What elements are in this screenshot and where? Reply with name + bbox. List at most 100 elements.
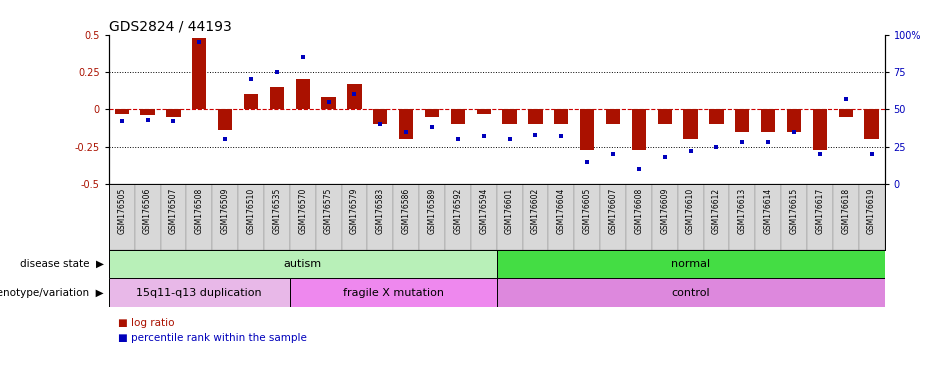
Point	[709, 144, 724, 150]
Bar	[394, 184, 419, 250]
Bar	[497, 278, 885, 307]
Text: GSM176617: GSM176617	[815, 188, 824, 234]
Bar	[657, 109, 672, 124]
Bar	[574, 184, 600, 250]
Point	[786, 129, 801, 135]
Bar	[166, 109, 181, 117]
Point	[864, 151, 879, 157]
Text: autism: autism	[284, 259, 322, 269]
Bar	[813, 109, 827, 150]
Text: 15q11-q13 duplication: 15q11-q13 duplication	[136, 288, 262, 298]
Bar	[425, 109, 439, 117]
Bar	[109, 184, 134, 250]
Bar	[399, 109, 413, 139]
Text: GSM176575: GSM176575	[324, 188, 333, 234]
Text: ■ percentile rank within the sample: ■ percentile rank within the sample	[118, 333, 307, 343]
Bar	[264, 184, 289, 250]
Bar	[729, 184, 755, 250]
Bar	[502, 109, 517, 124]
Bar	[710, 109, 724, 124]
Text: GSM176615: GSM176615	[790, 188, 798, 234]
Bar	[497, 184, 522, 250]
Point	[553, 133, 569, 139]
Text: GSM176570: GSM176570	[298, 188, 307, 234]
Bar	[445, 184, 471, 250]
Text: GSM176579: GSM176579	[350, 188, 359, 234]
Bar	[600, 184, 626, 250]
Point	[140, 117, 155, 123]
Bar	[652, 184, 677, 250]
Point	[425, 124, 440, 131]
Bar	[367, 184, 394, 250]
Text: GSM176614: GSM176614	[763, 188, 773, 234]
Bar	[528, 109, 543, 124]
Point	[114, 118, 130, 124]
Point	[398, 129, 413, 135]
Bar	[218, 109, 233, 131]
Bar	[289, 278, 497, 307]
Bar	[471, 184, 497, 250]
Text: GSM176618: GSM176618	[841, 188, 850, 234]
Text: GSM176535: GSM176535	[272, 188, 281, 234]
Point	[813, 151, 828, 157]
Point	[373, 121, 388, 127]
Bar	[761, 109, 776, 132]
Bar	[295, 79, 310, 109]
Bar	[787, 109, 801, 132]
Point	[657, 154, 673, 161]
Text: GSM176619: GSM176619	[867, 188, 876, 234]
Text: GSM176602: GSM176602	[531, 188, 540, 234]
Bar	[270, 87, 284, 109]
Bar	[497, 250, 885, 278]
Text: disease state  ▶: disease state ▶	[20, 259, 104, 269]
Text: GSM176609: GSM176609	[660, 188, 669, 234]
Point	[270, 69, 285, 75]
Text: GSM176592: GSM176592	[453, 188, 463, 234]
Text: GSM176508: GSM176508	[195, 188, 203, 234]
Text: GSM176607: GSM176607	[608, 188, 618, 234]
Text: fragile X mutation: fragile X mutation	[342, 288, 444, 298]
Bar	[704, 184, 729, 250]
Bar	[140, 109, 155, 116]
Point	[450, 136, 465, 142]
Text: control: control	[672, 288, 710, 298]
Bar	[342, 184, 367, 250]
Bar	[522, 184, 549, 250]
Point	[192, 39, 207, 45]
Point	[502, 136, 517, 142]
Text: normal: normal	[671, 259, 710, 269]
Text: GDS2824 / 44193: GDS2824 / 44193	[109, 20, 232, 33]
Text: GSM176613: GSM176613	[738, 188, 746, 234]
Point	[321, 99, 336, 105]
Point	[735, 139, 750, 146]
Bar	[114, 109, 129, 114]
Bar	[626, 184, 652, 250]
Bar	[244, 94, 258, 109]
Bar	[832, 184, 859, 250]
Point	[347, 91, 362, 98]
Bar	[109, 278, 289, 307]
Point	[243, 76, 258, 83]
Text: GSM176612: GSM176612	[712, 188, 721, 234]
Text: GSM176601: GSM176601	[505, 188, 514, 234]
Text: GSM176608: GSM176608	[635, 188, 643, 234]
Point	[476, 133, 491, 139]
Bar	[781, 184, 807, 250]
Text: GSM176506: GSM176506	[143, 188, 152, 234]
Text: GSM176583: GSM176583	[376, 188, 385, 234]
Bar	[865, 109, 879, 139]
Point	[631, 166, 646, 172]
Text: GSM176610: GSM176610	[686, 188, 695, 234]
Point	[683, 148, 698, 154]
Text: ■ log ratio: ■ log ratio	[118, 318, 175, 328]
Bar	[580, 109, 594, 150]
Text: GSM176586: GSM176586	[402, 188, 411, 234]
Text: GSM176589: GSM176589	[428, 188, 436, 234]
Bar	[477, 109, 491, 114]
Point	[295, 54, 310, 60]
Bar	[807, 184, 832, 250]
Point	[166, 118, 181, 124]
Bar	[316, 184, 342, 250]
Bar	[859, 184, 885, 250]
Bar	[632, 109, 646, 150]
